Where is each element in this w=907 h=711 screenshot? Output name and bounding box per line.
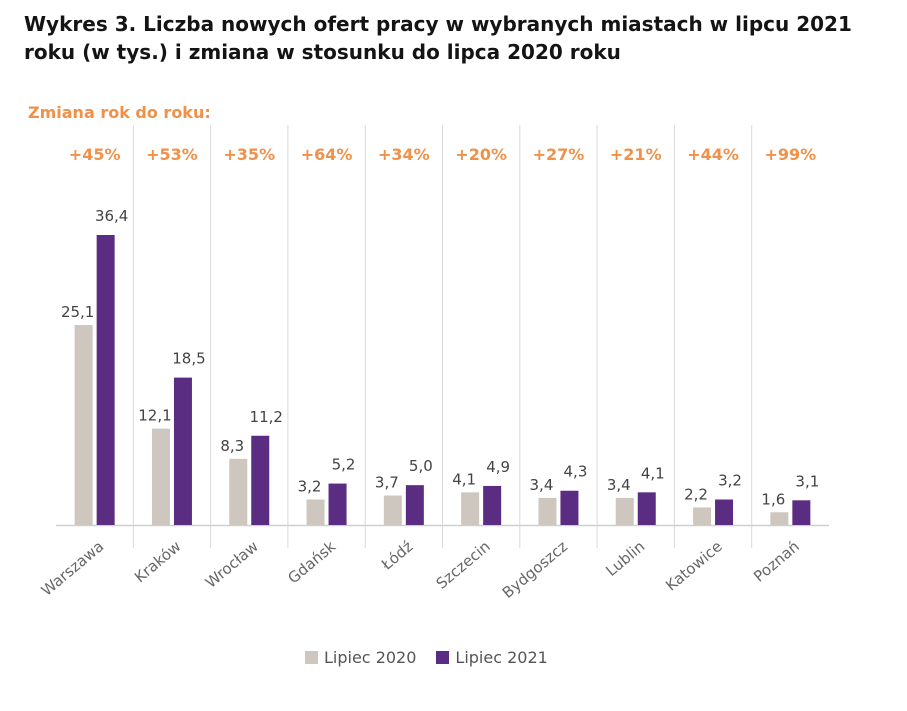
- bar-2021: [792, 500, 811, 525]
- bar-2020: [383, 495, 402, 525]
- data-label-2021: 4,3: [564, 463, 588, 481]
- change-subtitle: Zmiana rok do roku:: [28, 103, 211, 122]
- bar-2021: [96, 235, 115, 525]
- data-label-2020: 1,6: [761, 490, 785, 508]
- data-label-2020: 3,7: [375, 474, 399, 492]
- legend-swatch-2021: [436, 651, 450, 664]
- change-label: +35%: [223, 145, 275, 164]
- category-label: Kraków: [131, 537, 185, 586]
- bar-2020: [538, 497, 557, 525]
- legend: Lipiec 2020 Lipiec 2021: [305, 648, 568, 667]
- category-label: Katowice: [662, 537, 725, 594]
- bar-2021: [251, 435, 270, 525]
- bar-2020: [229, 458, 248, 525]
- bar-2020: [770, 512, 789, 525]
- legend-item-2021: Lipiec 2021: [436, 648, 548, 667]
- category-label: Lublin: [602, 537, 648, 580]
- data-label-2021: 11,2: [250, 408, 283, 426]
- category-label: Warszawa: [38, 537, 107, 599]
- data-label-2021: 5,0: [409, 457, 433, 475]
- change-label: +53%: [146, 145, 198, 164]
- data-label-2020: 25,1: [61, 303, 94, 321]
- legend-label-2021: Lipiec 2021: [455, 648, 548, 667]
- data-label-2021: 36,4: [95, 207, 128, 225]
- bar-2021: [715, 499, 734, 525]
- data-label-2020: 3,4: [530, 476, 554, 494]
- legend-swatch-2020: [305, 651, 318, 664]
- change-label: +64%: [301, 145, 353, 164]
- bar-2021: [405, 485, 424, 525]
- category-label: Szczecin: [433, 537, 494, 592]
- bar-2021: [328, 483, 347, 525]
- bar-2020: [693, 507, 712, 525]
- bar-2021: [173, 377, 192, 525]
- data-label-2020: 4,1: [452, 470, 476, 488]
- category-label: Gdańsk: [284, 537, 339, 587]
- bar-2020: [615, 497, 634, 525]
- data-label-2020: 12,1: [138, 407, 171, 425]
- bar-2020: [74, 325, 93, 525]
- bar-2021: [637, 492, 656, 525]
- legend-label-2020: Lipiec 2020: [324, 648, 417, 667]
- data-label-2021: 4,9: [486, 458, 510, 476]
- data-label-2021: 3,2: [718, 472, 742, 490]
- bar-2021: [560, 490, 579, 525]
- bar-2020: [306, 499, 325, 525]
- data-label-2020: 3,2: [298, 478, 322, 496]
- legend-item-2020: Lipiec 2020: [305, 648, 416, 667]
- change-label: +99%: [764, 145, 816, 164]
- category-label: Poznań: [750, 537, 803, 585]
- change-label: +44%: [687, 145, 739, 164]
- data-label-2020: 3,4: [607, 476, 631, 494]
- category-label: Łódź: [377, 537, 416, 574]
- change-label: +45%: [69, 145, 121, 164]
- data-label-2021: 18,5: [172, 350, 205, 368]
- bar-2020: [461, 492, 480, 525]
- data-label-2020: 2,2: [684, 485, 708, 503]
- data-label-2021: 5,2: [332, 456, 356, 474]
- change-label: +20%: [455, 145, 507, 164]
- bar-2020: [151, 428, 170, 525]
- data-label-2021: 3,1: [795, 472, 819, 490]
- category-label: Bydgoszcz: [499, 537, 571, 602]
- change-label: +27%: [533, 145, 585, 164]
- bar-2021: [483, 485, 502, 525]
- change-label: +34%: [378, 145, 430, 164]
- data-label-2021: 4,1: [641, 464, 665, 482]
- chart-title: Wykres 3. Liczba nowych ofert pracy w wy…: [24, 12, 852, 64]
- change-label: +21%: [610, 145, 662, 164]
- data-label-2020: 8,3: [220, 437, 244, 455]
